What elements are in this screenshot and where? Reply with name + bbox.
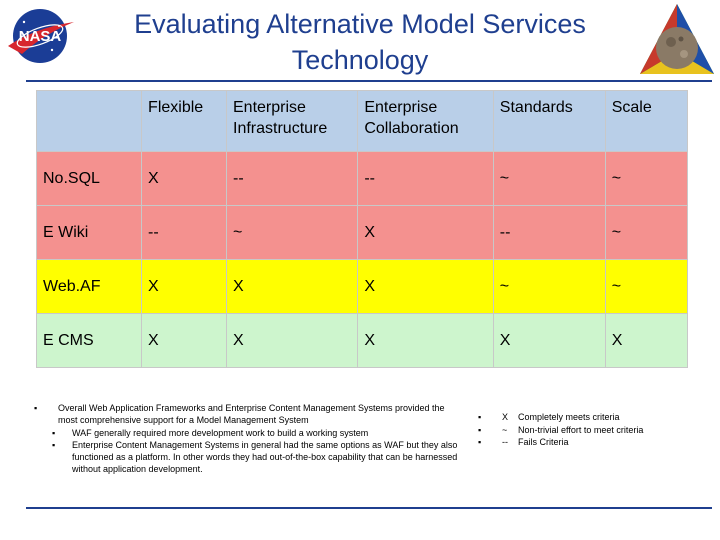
- table-cell: X: [357, 313, 494, 368]
- legend-item: ▪ -- Fails Criteria: [478, 436, 643, 449]
- header-cell-empty: [35, 90, 143, 152]
- table-cell: ~: [492, 151, 606, 206]
- table-cell: X: [357, 259, 494, 314]
- row-label: Web.AF: [35, 259, 143, 314]
- table-cell: ~: [604, 259, 689, 314]
- table-cell: ~: [225, 205, 359, 260]
- table-row-ecms: E CMS X X X X X: [35, 313, 689, 368]
- table-cell: X: [141, 313, 227, 368]
- notes-sub-text: WAF generally required more development …: [72, 427, 369, 438]
- title-line-1: Evaluating Alternative Model Services: [134, 9, 586, 39]
- table-header-row: Flexible Enterprise Infrastructure Enter…: [35, 90, 689, 152]
- legend-item: ▪ X Completely meets criteria: [478, 411, 643, 424]
- bullet-icon: ▪: [34, 403, 38, 413]
- page-title: Evaluating Alternative Model Services Te…: [90, 6, 630, 78]
- bullet-icon: ▪: [52, 427, 56, 438]
- footer-divider: [26, 507, 712, 509]
- header-standards: Standards: [492, 90, 606, 152]
- table-cell: X: [141, 259, 227, 314]
- table-cell: --: [225, 151, 359, 206]
- bullet-icon: ▪: [478, 437, 482, 447]
- nasa-meatball-icon: NASA: [8, 9, 74, 63]
- table-cell: X: [141, 151, 227, 206]
- table-cell: ~: [604, 205, 689, 260]
- notes-sub-item: ▪ WAF generally required more developmen…: [52, 427, 464, 439]
- table-cell: X: [225, 313, 359, 368]
- table-cell: --: [357, 151, 494, 206]
- notes-main-text: Overall Web Application Frameworks and E…: [58, 403, 445, 426]
- table-row-webaf: Web.AF X X X ~ ~: [35, 259, 689, 314]
- bullet-icon: ▪: [478, 424, 482, 435]
- legend-text: Non-trivial effort to meet criteria: [518, 424, 644, 435]
- legend-text: Fails Criteria: [518, 437, 569, 447]
- comparison-table: Flexible Enterprise Infrastructure Enter…: [35, 90, 689, 368]
- title-divider: [26, 80, 712, 82]
- title-line-2: Technology: [291, 45, 429, 75]
- header-flexible: Flexible: [141, 90, 227, 152]
- bullet-icon: ▪: [478, 412, 482, 422]
- planet-triangle-icon: [640, 4, 714, 74]
- table-cell: --: [492, 205, 606, 260]
- table-cell: --: [141, 205, 227, 260]
- table-cell: X: [604, 313, 689, 368]
- legend-item: ▪ ~ Non-trivial effort to meet criteria: [478, 424, 643, 437]
- notes-sub-text: Enterprise Content Management Systems in…: [72, 439, 458, 475]
- header-enterprise-infrastructure: Enterprise Infrastructure: [225, 90, 359, 152]
- legend-symbol: --: [502, 437, 508, 447]
- summary-notes: ▪ Overall Web Application Frameworks and…: [34, 402, 464, 476]
- table-cell: X: [492, 313, 606, 368]
- planet-logo: [638, 2, 716, 78]
- row-label: No.SQL: [35, 151, 143, 206]
- table-cell: ~: [604, 151, 689, 206]
- bullet-icon: ▪: [52, 439, 56, 450]
- legend: ▪ X Completely meets criteria ▪ ~ Non-trivia…: [478, 411, 643, 449]
- row-label: E CMS: [35, 313, 143, 368]
- legend-text: Completely meets criteria: [518, 412, 620, 422]
- header-scale: Scale: [604, 90, 689, 152]
- nasa-logo-text: NASA: [19, 28, 62, 45]
- table-row-nosql: No.SQL X -- -- ~ ~: [35, 151, 689, 206]
- table-cell: ~: [492, 259, 606, 314]
- table-row-ewiki: E Wiki -- ~ X -- ~: [35, 205, 689, 260]
- notes-sub-item: ▪ Enterprise Content Management Systems …: [52, 439, 464, 476]
- table-cell: X: [357, 205, 494, 260]
- table-cell: X: [225, 259, 359, 314]
- row-label: E Wiki: [35, 205, 143, 260]
- legend-symbol: ~: [502, 424, 508, 435]
- legend-symbol: X: [502, 412, 509, 422]
- header-enterprise-collaboration: Enterprise Collaboration: [357, 90, 494, 152]
- nasa-logo: NASA: [4, 6, 76, 66]
